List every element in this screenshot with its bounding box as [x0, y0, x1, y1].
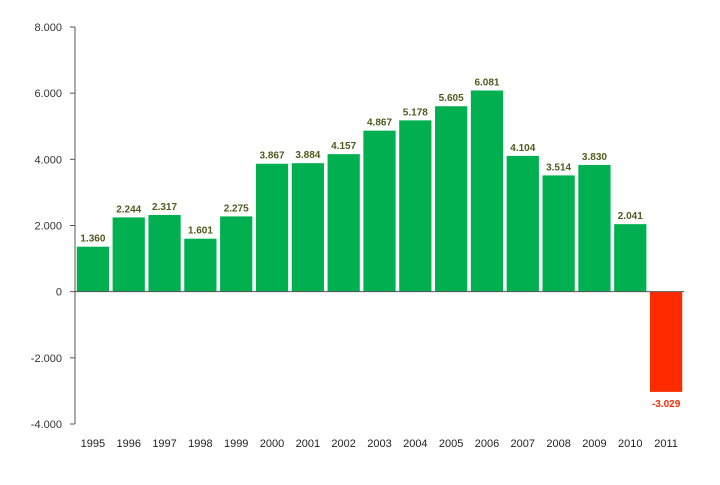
x-tick-label: 2010	[618, 438, 642, 450]
y-tick-label: 6.000	[34, 88, 62, 100]
data-labels: 1.360 2.244 2.317 1.601 2.275 3.867 3.884 4.157…	[80, 77, 680, 409]
x-tick-label: 2007	[511, 438, 535, 450]
data-label: 1.360	[80, 234, 105, 245]
data-label: 4.104	[510, 143, 535, 154]
data-label: 3.830	[582, 152, 607, 163]
x-tick-label: 2011	[654, 438, 678, 450]
bar-2008	[542, 175, 575, 292]
x-tick-label: 2000	[260, 438, 284, 450]
bar-2011	[649, 291, 683, 392]
y-tick-label: -2.000	[31, 353, 62, 365]
y-tick-label: 4.000	[34, 154, 62, 166]
data-label: 5.178	[403, 107, 428, 118]
x-axis-ticks: 1995 1996 1997 1998 1999 2000 2001 2002 2003 2004…	[81, 438, 678, 450]
bar-2003	[363, 130, 396, 292]
data-label: 3.514	[546, 162, 571, 173]
x-tick-label: 1998	[188, 438, 212, 450]
data-label: 4.867	[367, 118, 392, 129]
bar-1999	[220, 216, 253, 292]
data-label: 6.081	[474, 77, 499, 88]
y-tick-label: 0	[56, 287, 62, 299]
x-tick-label: 1995	[81, 438, 105, 450]
x-tick-label: 1997	[152, 438, 176, 450]
x-tick-label: 2002	[331, 438, 355, 450]
y-tick-label: 8.000	[34, 22, 62, 34]
bar-2006	[470, 90, 504, 292]
data-label: -3.029	[652, 399, 681, 410]
axes	[74, 27, 684, 424]
x-tick-label: 1996	[116, 438, 140, 450]
data-label: 2.041	[618, 211, 643, 222]
bar-2000	[255, 163, 289, 292]
y-axis-ticks: 8.000 6.000 4.000 2.000 0 -2.000 -4.000	[31, 22, 75, 431]
bar-2010	[614, 224, 647, 292]
y-tick-label: -4.000	[31, 419, 62, 431]
data-label: 1.601	[188, 226, 213, 237]
bar-1996	[112, 217, 145, 292]
data-label: 2.244	[116, 204, 141, 215]
bar-2001	[291, 163, 324, 292]
bar-2009	[578, 164, 611, 292]
bar-1998	[184, 238, 217, 292]
x-tick-label: 2001	[296, 438, 320, 450]
data-label: 4.157	[331, 141, 356, 152]
data-label: 3.884	[295, 150, 320, 161]
bar-1997	[148, 215, 181, 292]
x-tick-label: 2006	[475, 438, 499, 450]
bar-2002	[327, 154, 360, 292]
x-tick-label: 2004	[403, 438, 427, 450]
x-tick-label: 2008	[546, 438, 570, 450]
x-tick-label: 2005	[439, 438, 463, 450]
data-label: 2.317	[152, 202, 177, 213]
data-label: 3.867	[260, 151, 285, 162]
bars	[76, 90, 683, 392]
bar-2005	[435, 106, 468, 292]
x-tick-label: 1999	[224, 438, 248, 450]
bar-2004	[399, 120, 432, 292]
y-tick-label: 2.000	[34, 221, 62, 233]
bar-2007	[506, 155, 539, 292]
x-tick-label: 2009	[582, 438, 606, 450]
x-tick-label: 2003	[367, 438, 391, 450]
bar-1995	[76, 246, 110, 292]
data-label: 2.275	[224, 203, 249, 214]
data-label: 5.605	[439, 93, 464, 104]
